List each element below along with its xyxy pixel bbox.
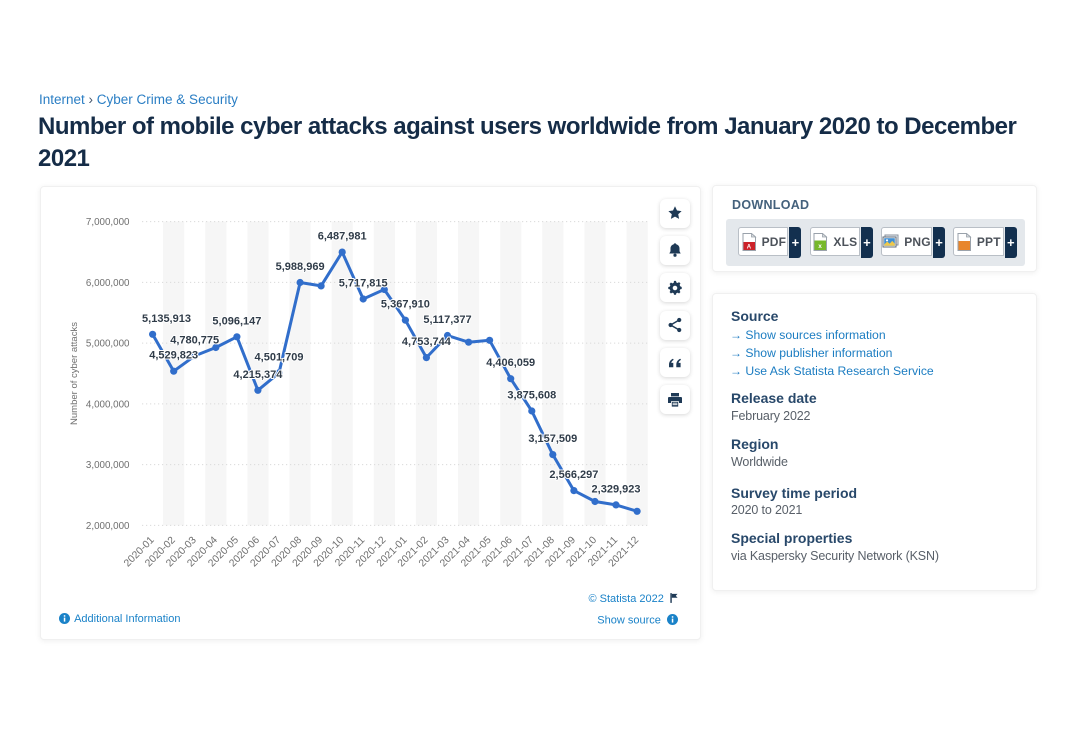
svg-text:4,215,374: 4,215,374	[233, 369, 283, 381]
svg-text:Number of cyber attacks: Number of cyber attacks	[69, 322, 80, 425]
svg-text:4,000,000: 4,000,000	[86, 400, 130, 411]
svg-text:4,753,744: 4,753,744	[402, 336, 452, 348]
svg-text:5,988,969: 5,988,969	[276, 261, 325, 273]
svg-text:5,367,910: 5,367,910	[381, 299, 430, 311]
svg-text:5,096,147: 5,096,147	[212, 315, 261, 327]
svg-text:6,487,981: 6,487,981	[318, 231, 367, 243]
svg-text:2,000,000: 2,000,000	[86, 521, 130, 532]
svg-text:5,717,815: 5,717,815	[339, 278, 388, 290]
svg-text:5,000,000: 5,000,000	[86, 339, 130, 350]
svg-text:5,117,377: 5,117,377	[423, 314, 471, 326]
svg-text:4,406,059: 4,406,059	[486, 357, 535, 369]
svg-text:3,157,509: 3,157,509	[528, 433, 577, 445]
svg-text:A: A	[746, 244, 751, 250]
svg-text:2,329,923: 2,329,923	[592, 483, 641, 495]
svg-text:5,135,913: 5,135,913	[142, 313, 191, 325]
svg-text:4,501,709: 4,501,709	[255, 351, 304, 363]
svg-text:4,780,775: 4,780,775	[170, 334, 219, 346]
svg-text:6,000,000: 6,000,000	[86, 278, 130, 289]
svg-text:4,529,823: 4,529,823	[149, 350, 198, 362]
svg-text:7,000,000: 7,000,000	[86, 217, 130, 228]
svg-text:2,566,297: 2,566,297	[549, 469, 598, 481]
svg-text:x: x	[819, 243, 823, 250]
svg-text:3,875,608: 3,875,608	[507, 390, 556, 402]
svg-text:3,000,000: 3,000,000	[86, 460, 130, 471]
